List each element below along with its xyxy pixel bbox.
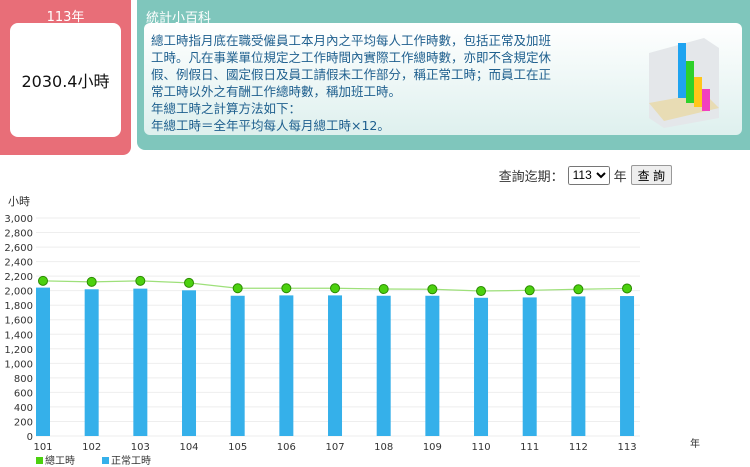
- x-tick-label: 106: [277, 442, 296, 453]
- bar-112: [571, 296, 586, 436]
- point-112: [573, 284, 584, 295]
- summary-value: 2030.4小時: [10, 23, 121, 137]
- summary-year: 113年: [46, 10, 85, 25]
- bar-104: [182, 290, 197, 436]
- y-axis-label: 小時: [8, 195, 30, 208]
- y-tick-label: 2,600: [4, 243, 33, 254]
- y-tick-label: 1,600: [4, 316, 33, 327]
- point-110: [476, 286, 487, 297]
- x-tick-label: 107: [325, 442, 344, 453]
- bar-108: [376, 295, 391, 436]
- x-tick-label: 112: [569, 442, 588, 453]
- point-107: [330, 283, 341, 294]
- x-tick-label: 110: [471, 442, 490, 453]
- x-tick-label: 103: [131, 442, 150, 453]
- point-109: [427, 284, 438, 295]
- y-tick-label: 400: [14, 403, 33, 414]
- x-tick-label: 101: [33, 442, 52, 453]
- y-tick-label: 600: [14, 388, 33, 399]
- bar-103: [133, 288, 148, 436]
- stats-wiki-panel: 統計小百科 總工時指月底在職受僱員工本月內之平均每人工作時數，包括正常及加班工時…: [137, 0, 750, 150]
- y-tick-label: 1,000: [4, 359, 33, 370]
- y-tick-label: 2,200: [4, 272, 33, 283]
- x-tick-label: 109: [423, 442, 442, 453]
- legend-swatch-regular: [102, 457, 109, 464]
- wiki-formula-title: 年總工時之計算方法如下：: [151, 101, 302, 116]
- y-tick-label: 1,400: [4, 330, 33, 341]
- bar-113: [620, 296, 635, 436]
- year-select[interactable]: 113: [567, 165, 610, 185]
- y-tick-label: 200: [14, 417, 33, 428]
- point-102: [86, 276, 97, 287]
- wiki-text: 總工時指月底在職受僱員工本月內之平均每人工作時數，包括正常及加班工時。凡在事業單…: [151, 33, 552, 99]
- y-tick-label: 2,400: [4, 258, 33, 269]
- query-label: 查詢迄期：: [498, 169, 564, 185]
- x-tick-label: 113: [617, 442, 636, 453]
- chart-illustration-icon: [649, 38, 719, 128]
- y-tick-label: 1,200: [4, 345, 33, 356]
- point-101: [38, 275, 48, 286]
- bar-102: [84, 289, 99, 436]
- bar-101: [36, 287, 50, 436]
- y-tick-label: 3,000: [4, 214, 33, 225]
- bar-105: [230, 295, 245, 436]
- point-103: [135, 275, 146, 286]
- point-108: [378, 283, 389, 294]
- x-tick-label: 102: [82, 442, 101, 453]
- y-tick-label: 2,000: [4, 287, 33, 298]
- x-axis-label: 年: [690, 437, 700, 450]
- legend-swatch-total: [36, 457, 43, 464]
- bar-106: [279, 295, 294, 436]
- legend-label-total: 總工時: [45, 454, 75, 467]
- point-111: [524, 285, 535, 296]
- query-button[interactable]: 查 詢: [630, 165, 672, 185]
- y-tick-label: 2,800: [4, 229, 33, 240]
- bar-107: [328, 295, 343, 436]
- x-tick-label: 111: [520, 442, 539, 453]
- y-tick-label: 0: [27, 432, 33, 443]
- bar-111: [522, 297, 537, 436]
- wiki-title: 統計小百科: [146, 11, 212, 26]
- x-tick-label: 108: [374, 442, 393, 453]
- point-106: [281, 283, 292, 294]
- point-104: [184, 277, 195, 288]
- bar-109: [425, 295, 440, 436]
- summary-card: 113年 2030.4小時: [0, 0, 131, 155]
- x-tick-label: 104: [179, 442, 198, 453]
- query-unit: 年: [613, 169, 627, 185]
- legend-label-regular: 正常工時: [111, 454, 151, 467]
- query-bar: 查詢迄期： 113 年 查 詢: [499, 165, 672, 185]
- wiki-formula: 年總工時＝全年平均每人每月總工時×12。: [151, 118, 390, 133]
- bar-110: [474, 297, 489, 436]
- y-tick-label: 800: [14, 374, 33, 385]
- y-tick-label: 1,800: [4, 301, 33, 312]
- x-tick-label: 105: [228, 442, 247, 453]
- point-113: [622, 283, 633, 294]
- point-105: [232, 283, 243, 294]
